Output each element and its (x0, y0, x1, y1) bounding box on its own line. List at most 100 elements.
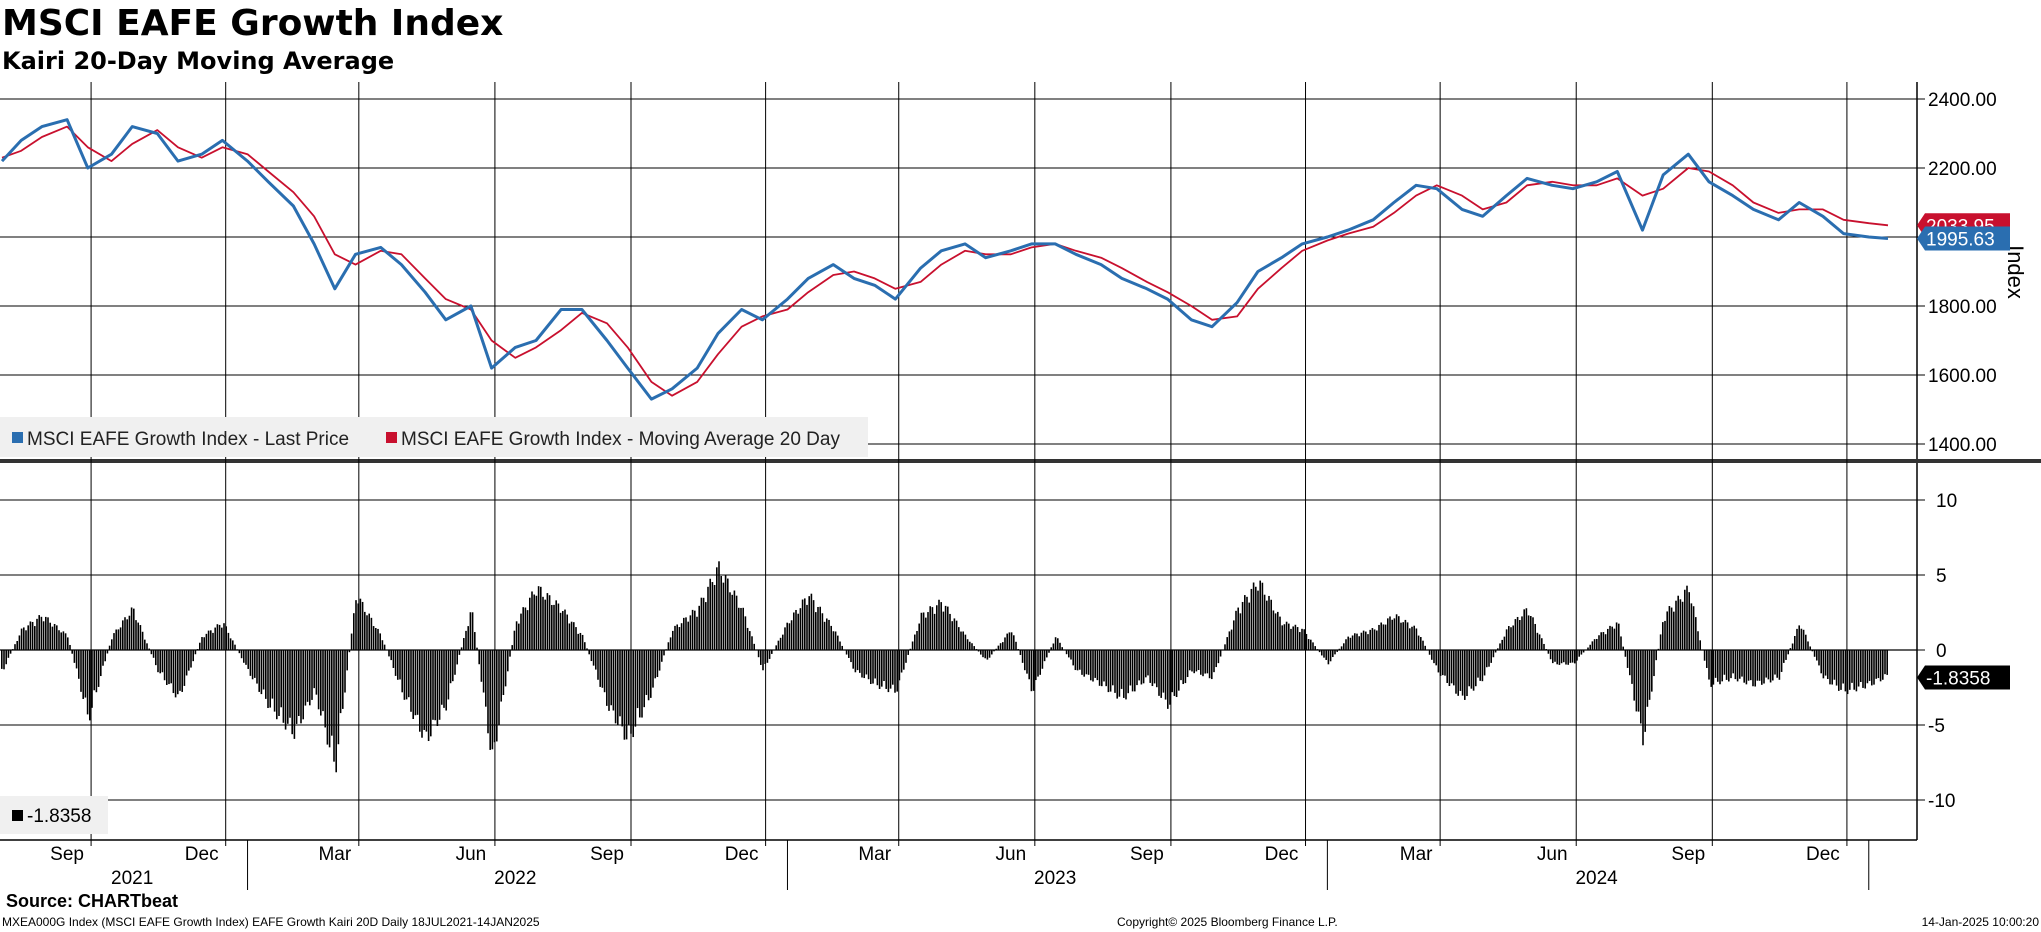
kairi-bar (1015, 641, 1017, 650)
kairi-bar (925, 617, 927, 650)
kairi-bar (1435, 650, 1437, 666)
kairi-bar (577, 633, 579, 650)
kairi-bar (1778, 650, 1781, 680)
kairi-bar (573, 622, 575, 650)
kairi-bar (1486, 650, 1488, 668)
kairi-bar (850, 650, 852, 663)
kairi-bar (1156, 650, 1158, 688)
kairi-bar (812, 600, 815, 650)
kairi-bar (1844, 650, 1847, 692)
kairi-bar (980, 650, 982, 655)
kairi-bar (1061, 647, 1063, 650)
chart-subtitle: Kairi 20-Day Moving Average (2, 47, 395, 75)
kairi-bar (1448, 650, 1451, 687)
kairi-bar (106, 650, 109, 654)
kairi-bar (399, 650, 401, 680)
kairi-bar (1598, 635, 1600, 650)
kairi-bar (1653, 650, 1655, 677)
kairi-bar (1103, 650, 1105, 682)
x-month-label: Sep (590, 844, 624, 865)
kairi-bar (1290, 628, 1292, 650)
x-year-label: 2021 (111, 868, 153, 889)
kairi-bar (1402, 622, 1404, 650)
price-legend-label: MSCI EAFE Growth Index - Last Price (27, 429, 349, 450)
kairi-bar (474, 632, 476, 650)
kairi-bar (905, 650, 907, 663)
kairi-bar (1494, 650, 1497, 653)
kairi-bar (856, 650, 859, 671)
kairi-bar (1831, 650, 1833, 685)
price-legend-box (0, 417, 868, 457)
kairi-bar (1362, 630, 1365, 650)
kairi-bar (425, 650, 428, 732)
kairi-bar (240, 650, 243, 659)
kairi-bar (936, 605, 938, 650)
kairi-bar (1725, 650, 1728, 680)
kairi-bar (438, 650, 441, 720)
kairi-bar (949, 613, 951, 650)
price-axis-label: 1800.00 (1928, 297, 1997, 318)
kairi-bar (357, 603, 359, 650)
kairi-bar (982, 650, 984, 658)
kairi-bar (746, 627, 749, 650)
kairi-bar (1149, 650, 1151, 683)
kairi-bar (1708, 650, 1710, 680)
kairi-bar (1800, 628, 1803, 650)
kairi-bar (887, 650, 890, 693)
kairi-bar (331, 650, 333, 736)
kairi-bar (271, 650, 274, 699)
kairi-bar (1472, 650, 1475, 691)
kairi-bar (1085, 650, 1088, 675)
kairi-bar (1376, 630, 1378, 650)
kairi-bar (1151, 650, 1154, 687)
kairi-bar (1695, 617, 1697, 650)
kairi-bar (1734, 650, 1737, 680)
kairi-bar (1057, 638, 1059, 650)
kairi-bar (1838, 650, 1840, 691)
kairi-bar (372, 626, 375, 650)
kairi-bar (768, 650, 771, 659)
kairi-bar (1563, 650, 1565, 663)
kairi-bar (379, 633, 381, 650)
kairi-bar (991, 650, 993, 655)
x-month-label: Sep (1130, 844, 1164, 865)
kairi-bar (709, 578, 711, 650)
kairi-bar (713, 584, 716, 650)
kairi-bar (1096, 650, 1099, 681)
kairi-bar (27, 625, 29, 650)
kairi-bar (1602, 632, 1605, 650)
kairi-bar (421, 650, 423, 738)
kairi-bar (1706, 650, 1708, 668)
kairi-bar (623, 650, 626, 740)
kairi-bar (995, 648, 997, 650)
source-note: Source: CHARTbeat (6, 891, 179, 911)
kairi-bar (1114, 650, 1116, 693)
kairi-bar (1054, 637, 1057, 650)
kairi-bar (1006, 633, 1008, 650)
kairi-bar (1138, 650, 1140, 681)
footer-ticker-description: MXEA000G Index (MSCI EAFE Growth Index) … (2, 915, 540, 929)
kairi-bar (34, 626, 36, 650)
kairi-bar (590, 650, 593, 662)
kairi-bar (1422, 640, 1424, 650)
kairi-bar (1582, 650, 1585, 653)
kairi-bar (1805, 634, 1807, 650)
kairi-bar (1666, 611, 1668, 650)
kairi-bar (214, 627, 216, 650)
kairi-bar (234, 644, 236, 650)
kairi-bar (953, 618, 956, 650)
kairi-bar (955, 620, 958, 650)
kairi-bar (91, 650, 93, 708)
kairi-bar (1521, 616, 1523, 650)
kairi-bar (1171, 650, 1173, 693)
kairi-bar (1536, 632, 1539, 650)
x-year-label: 2022 (494, 868, 536, 889)
kairi-bar (485, 650, 487, 707)
kairi-bar (1037, 650, 1039, 677)
chart-title: MSCI EAFE Growth Index (2, 3, 504, 44)
kairi-bar (1565, 650, 1567, 665)
kairi-bar (731, 594, 733, 650)
kairi-bar (1334, 650, 1336, 655)
kairi-bar (511, 645, 513, 650)
kairi-bar (1211, 650, 1213, 680)
